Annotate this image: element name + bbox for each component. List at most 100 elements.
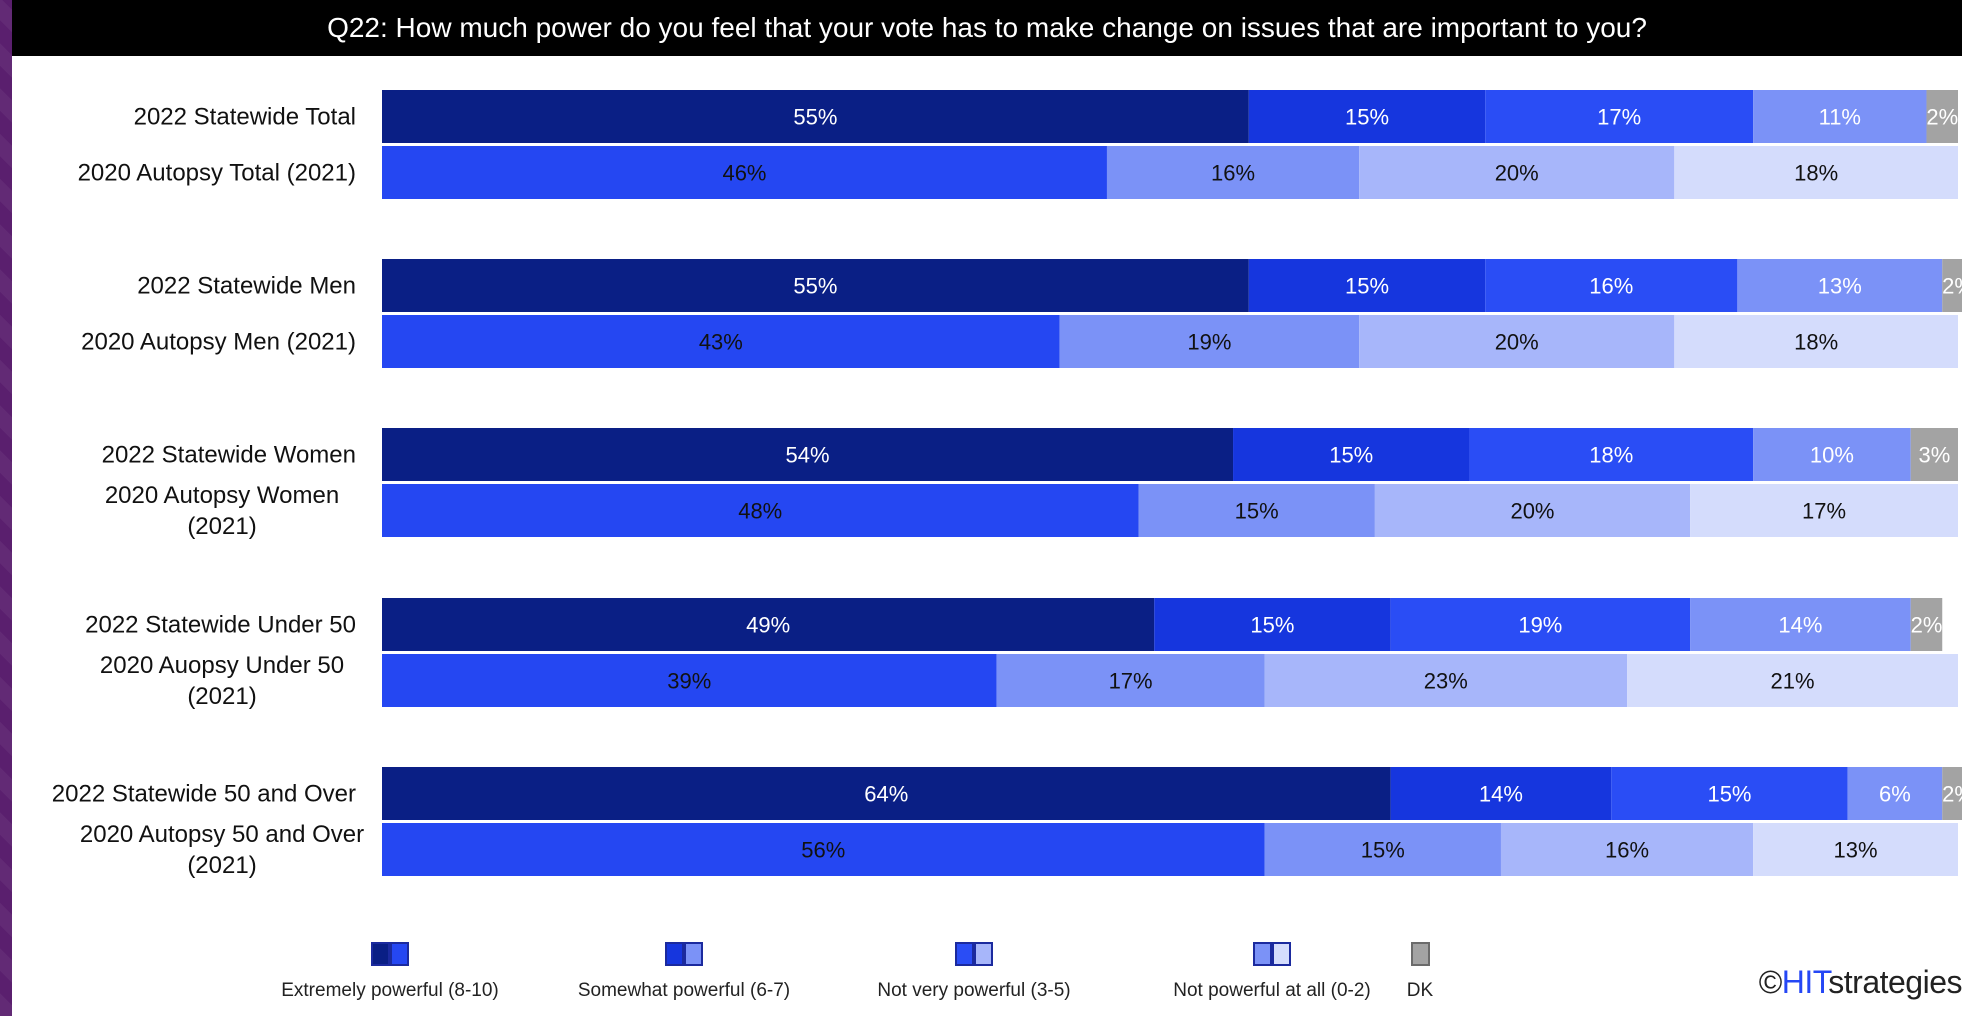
bar-row: 43% 19% 20% 18% xyxy=(382,315,1958,368)
data-label: 20% xyxy=(1495,161,1539,186)
legend-item-not-very-powerful: Not very powerful (3-5) xyxy=(814,942,1134,1002)
bar-segment xyxy=(382,654,997,707)
data-label: 15% xyxy=(1707,782,1751,807)
bar-segment xyxy=(1611,767,1848,820)
bar-segment xyxy=(1469,428,1754,481)
bar-segment xyxy=(1359,315,1675,368)
category-label: 2020 Auopsy Under 50 (2021) xyxy=(100,652,344,710)
bar-row: 64% 14% 15% 6% 2% xyxy=(382,767,1962,820)
data-label: 18% xyxy=(1794,161,1838,186)
legend-label: Not very powerful (3-5) xyxy=(877,980,1071,1001)
legend-item-extremely-powerful: Extremely powerful (8-10) xyxy=(230,942,550,1002)
bar-row: 54% 15% 18% 10% 3% xyxy=(382,428,1958,481)
data-label: 21% xyxy=(1770,669,1814,694)
data-label: 15% xyxy=(1345,105,1389,130)
bar-segment xyxy=(996,654,1265,707)
data-label: 18% xyxy=(1794,330,1838,355)
bar-segment xyxy=(382,823,1265,876)
category-label: 2020 Autopsy Men (2021) xyxy=(81,329,356,356)
bar-segment xyxy=(1737,259,1943,312)
category-label: 2020 Autopsy Women (2021) xyxy=(105,482,339,540)
data-label: 55% xyxy=(793,105,837,130)
bar-row: 55% 15% 16% 13% 2% xyxy=(382,259,1962,312)
data-label: 16% xyxy=(1211,161,1255,186)
data-label: 39% xyxy=(667,669,711,694)
data-label: 15% xyxy=(1345,274,1389,299)
category-label-line: 2022 Statewide Total xyxy=(134,104,356,131)
bar-segment xyxy=(1248,259,1486,312)
bar-segment xyxy=(1753,90,1927,143)
logo-hit: HIT xyxy=(1781,964,1829,1000)
legend-swatch-icon xyxy=(230,942,550,968)
bar-segment xyxy=(1138,484,1375,537)
copyright-icon: © xyxy=(1758,964,1783,1000)
bar-segment xyxy=(1264,823,1501,876)
bar-segment xyxy=(382,146,1107,199)
bar-segment xyxy=(1674,315,1958,368)
category-label-line: 2020 Autopsy Total (2021) xyxy=(78,160,356,187)
category-label-line: (2021) xyxy=(187,852,256,879)
data-label: 15% xyxy=(1329,443,1373,468)
data-label: 16% xyxy=(1589,274,1633,299)
data-label: 64% xyxy=(864,782,908,807)
category-label-line: 2022 Statewide Under 50 xyxy=(85,612,356,639)
data-label: 49% xyxy=(746,613,790,638)
legend-swatch-icon xyxy=(1112,942,1432,968)
data-label: 20% xyxy=(1495,330,1539,355)
category-label-line: (2021) xyxy=(187,513,256,540)
chart-title: Q22: How much power do you feel that you… xyxy=(12,0,1962,56)
data-label: 17% xyxy=(1597,105,1641,130)
legend-item-dk: DK xyxy=(1360,942,1480,1002)
category-label: 2020 Autopsy Total (2021) xyxy=(78,160,356,187)
category-label-line: 2022 Statewide Men xyxy=(137,273,356,300)
hit-strategies-logo: ©HITstrategies xyxy=(1759,964,1962,1001)
data-label: 56% xyxy=(801,838,845,863)
bar-segment xyxy=(1753,823,1958,876)
bar-segment xyxy=(1910,428,1958,481)
bar-row: 46% 16% 20% 18% xyxy=(382,146,1958,199)
data-label: 55% xyxy=(793,274,837,299)
data-label: 18% xyxy=(1589,443,1633,468)
bar-segment xyxy=(1753,428,1911,481)
data-label: 13% xyxy=(1834,838,1878,863)
bar-segment xyxy=(1485,259,1738,312)
bar-segment xyxy=(1374,484,1691,537)
bar-row: 56% 15% 16% 13% xyxy=(382,823,1958,876)
category-label: 2022 Statewide Women xyxy=(102,442,356,469)
data-label: 15% xyxy=(1235,499,1279,524)
data-label: 10% xyxy=(1810,443,1854,468)
data-label: 2% xyxy=(1942,782,1962,807)
data-label: 13% xyxy=(1818,274,1862,299)
logo-strategies: strategies xyxy=(1828,964,1962,1000)
legend-label: Extremely powerful (8-10) xyxy=(281,980,499,1001)
bar-segment xyxy=(1926,90,1958,143)
data-label: 19% xyxy=(1187,330,1231,355)
data-label: 2% xyxy=(1911,613,1943,638)
bar-segment xyxy=(1674,146,1958,199)
bar-row: 55% 15% 17% 11% 2% xyxy=(382,90,1958,143)
data-label: 14% xyxy=(1778,613,1822,638)
legend-label: Somewhat powerful (6-7) xyxy=(577,980,791,1001)
bar-segment xyxy=(1233,428,1470,481)
bar-segment xyxy=(1942,259,1962,312)
bar-row: 39% 17% 23% 21% xyxy=(382,654,1958,707)
category-label: 2022 Statewide Under 50 xyxy=(85,612,356,639)
data-label: 2% xyxy=(1942,274,1962,299)
data-label: 15% xyxy=(1250,613,1294,638)
data-label: 3% xyxy=(1918,443,1950,468)
bar-segment xyxy=(382,598,1155,651)
stacked-bar-chart: 55% 15% 17% 11% 2% 2022 Statewide Total 46% 16%… xyxy=(52,90,1962,879)
bar-segment xyxy=(1690,484,1958,537)
data-label: 17% xyxy=(1802,499,1846,524)
bar-segment xyxy=(382,90,1249,143)
category-label-line: 2020 Autopsy Men (2021) xyxy=(81,329,356,356)
bar-segment xyxy=(382,259,1249,312)
bar-segment xyxy=(1359,146,1675,199)
bar-segment xyxy=(1627,654,1958,707)
data-label: 14% xyxy=(1479,782,1523,807)
bar-segment xyxy=(1248,90,1486,143)
bar-row: 48% 15% 20% 17% xyxy=(382,484,1958,537)
category-label: 2020 Autopsy 50 and Over (2021) xyxy=(80,821,364,879)
legend-swatch-icon xyxy=(524,942,844,968)
chart-panel: Q22: How much power do you feel that you… xyxy=(12,0,1962,1016)
